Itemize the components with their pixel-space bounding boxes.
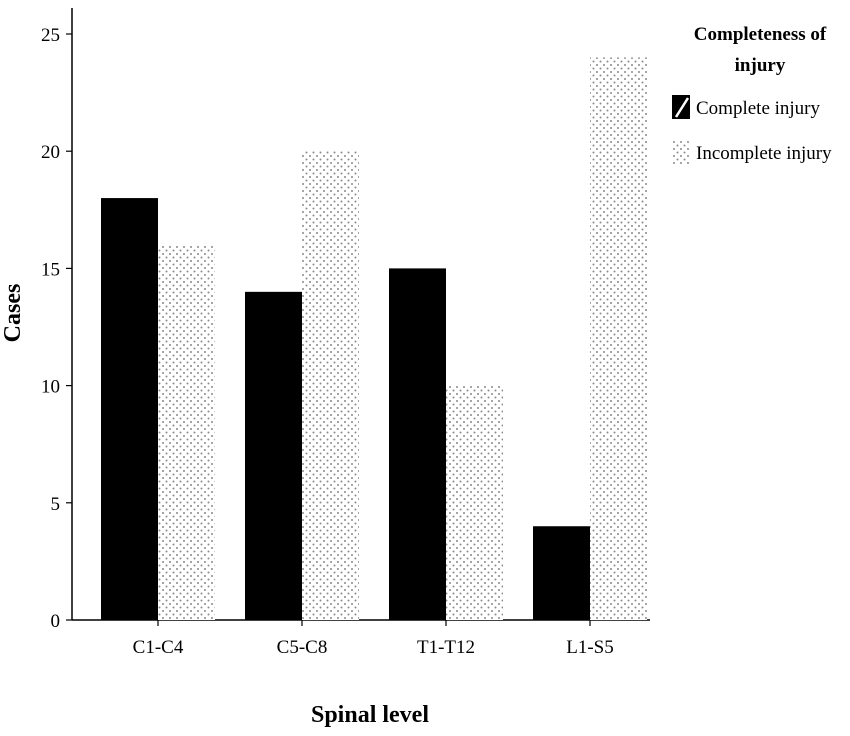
legend-swatch-incomplete-injury [672,140,690,164]
x-tick-label-3: L1-S5 [566,637,614,658]
x-tick-labels: C1-C4 C5-C8 T1-T12 L1-S5 [133,620,614,658]
bar-complete-injury-c1-c4 [101,198,158,620]
y-tick-label-2: 10 [41,377,60,398]
x-tick-label-1: C5-C8 [277,637,328,658]
y-tick-label-5: 25 [41,25,60,46]
bar-incomplete-injury-l1-s5 [590,57,647,620]
legend: Completeness of injury Complete injury In… [672,24,832,164]
bar-incomplete-injury-c5-c8 [302,151,359,620]
y-tick-label-4: 20 [41,142,60,163]
y-tick-label-1: 5 [51,494,61,515]
x-tick-label-0: C1-C4 [133,637,184,658]
bars [101,57,647,620]
x-axis-title: Spinal level [311,702,429,728]
y-ticks: 0 5 10 15 20 25 [41,25,72,632]
x-tick-label-2: T1-T12 [417,637,475,658]
legend-label-complete-injury: Complete injury [696,98,821,119]
y-tick-label-0: 0 [51,611,61,632]
legend-items: Complete injury Incomplete injury [672,95,832,164]
legend-swatch-hatch [674,97,690,118]
legend-title-line1: Completeness of [694,24,827,45]
bar-complete-injury-c5-c8 [245,291,302,620]
y-tick-label-3: 15 [41,259,60,280]
legend-label-incomplete-injury: Incomplete injury [696,143,832,164]
bar-incomplete-injury-t1-t12 [446,385,503,620]
bar-incomplete-injury-c1-c4 [158,244,215,620]
y-axis-title: Cases [0,284,26,343]
bar-complete-injury-t1-t12 [389,268,446,620]
legend-title-line2: injury [735,55,786,76]
bar-complete-injury-l1-s5 [533,526,590,620]
